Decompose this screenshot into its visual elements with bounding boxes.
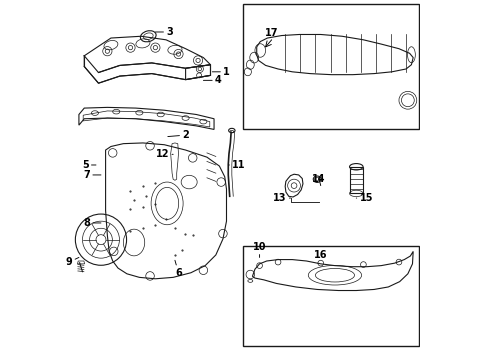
Text: 3: 3	[155, 27, 173, 37]
Bar	[242, 4, 418, 129]
Text: 9: 9	[65, 257, 79, 267]
Text: 5: 5	[82, 160, 96, 170]
Text: 2: 2	[167, 130, 189, 140]
Text: 7: 7	[83, 170, 101, 180]
Text: 11: 11	[228, 160, 245, 170]
Text: 14: 14	[312, 174, 325, 186]
Bar	[349, 167, 363, 193]
Text: 16: 16	[313, 250, 327, 260]
Text: 17: 17	[264, 28, 278, 38]
Bar	[242, 246, 418, 346]
Text: 12: 12	[155, 149, 173, 159]
Text: 13: 13	[272, 193, 290, 203]
Text: 8: 8	[83, 218, 101, 228]
Text: 4: 4	[203, 75, 221, 85]
Text: 6: 6	[175, 260, 182, 278]
Text: 10: 10	[252, 242, 266, 257]
Text: 15: 15	[356, 193, 372, 203]
Text: 1: 1	[212, 67, 229, 77]
